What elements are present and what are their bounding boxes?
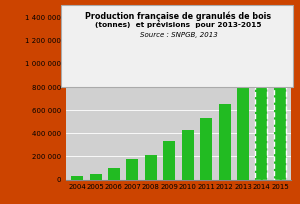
Bar (256, 41, 268, 180)
Bar (274, 18, 286, 180)
Bar (163, 141, 175, 180)
Bar (126, 159, 138, 180)
Bar (274, 18, 286, 180)
Bar (219, 104, 231, 180)
Bar (145, 155, 157, 180)
Bar (89, 174, 101, 180)
Bar (237, 79, 249, 180)
Bar (200, 118, 212, 180)
Bar (71, 176, 83, 180)
Text: (tonnes)  et prévisions  pour 2013-2015: (tonnes) et prévisions pour 2013-2015 (95, 21, 262, 28)
Text: Production française de granulés de bois: Production française de granulés de bois (85, 11, 272, 21)
Bar (182, 130, 194, 180)
Bar (256, 41, 268, 180)
Text: Source : SNPGB, 2013: Source : SNPGB, 2013 (140, 32, 218, 38)
Bar (108, 168, 120, 180)
